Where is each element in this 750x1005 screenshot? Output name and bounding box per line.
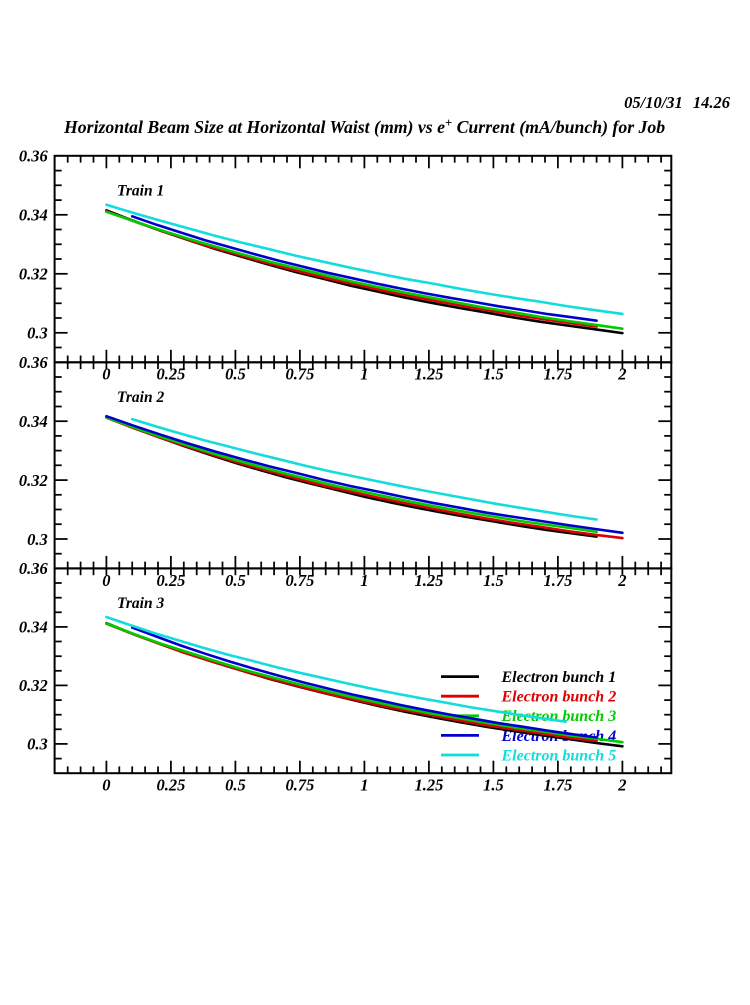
- svg-text:Train 1: Train 1: [117, 183, 164, 200]
- svg-text:2: 2: [617, 776, 626, 795]
- svg-text:1.25: 1.25: [414, 776, 443, 795]
- svg-text:1: 1: [360, 365, 368, 384]
- svg-text:0.75: 0.75: [285, 571, 314, 590]
- svg-text:0: 0: [102, 571, 110, 590]
- svg-text:0.32: 0.32: [19, 471, 48, 490]
- svg-text:Train 3: Train 3: [117, 595, 164, 612]
- svg-text:0.25: 0.25: [156, 571, 185, 590]
- svg-text:1: 1: [360, 776, 368, 795]
- svg-text:Electron bunch 5: Electron bunch 5: [501, 747, 617, 764]
- svg-text:0.36: 0.36: [19, 353, 49, 372]
- svg-text:0.32: 0.32: [19, 676, 48, 695]
- svg-text:0.25: 0.25: [156, 365, 185, 384]
- svg-text:0.25: 0.25: [156, 776, 185, 795]
- svg-text:0.34: 0.34: [19, 618, 48, 637]
- svg-text:Train 2: Train 2: [117, 389, 164, 406]
- svg-text:1.75: 1.75: [543, 365, 572, 384]
- svg-text:Electron bunch 1: Electron bunch 1: [501, 669, 617, 686]
- svg-text:2: 2: [617, 365, 626, 384]
- svg-text:Electron bunch 3: Electron bunch 3: [501, 708, 617, 725]
- svg-text:0.75: 0.75: [285, 365, 314, 384]
- svg-text:0.5: 0.5: [225, 365, 246, 384]
- svg-text:0.75: 0.75: [285, 776, 314, 795]
- svg-text:0.5: 0.5: [225, 776, 246, 795]
- svg-text:0.5: 0.5: [225, 571, 246, 590]
- svg-text:1.25: 1.25: [414, 571, 443, 590]
- svg-text:0: 0: [102, 776, 110, 795]
- svg-text:0: 0: [102, 365, 110, 384]
- svg-text:1.25: 1.25: [414, 365, 443, 384]
- svg-text:1.5: 1.5: [483, 365, 504, 384]
- svg-text:Horizontal Beam Size at Horizo: Horizontal Beam Size at Horizontal Waist…: [63, 116, 665, 137]
- svg-text:1: 1: [360, 571, 368, 590]
- svg-text:0.32: 0.32: [19, 265, 48, 284]
- svg-text:0.36: 0.36: [19, 559, 49, 578]
- svg-text:1.75: 1.75: [543, 776, 572, 795]
- svg-text:Electron bunch 2: Electron bunch 2: [501, 689, 617, 706]
- svg-text:0.3: 0.3: [27, 530, 48, 549]
- svg-text:0.34: 0.34: [19, 206, 48, 225]
- svg-text:1.5: 1.5: [483, 571, 504, 590]
- svg-text:1.75: 1.75: [543, 571, 572, 590]
- svg-text:1.5: 1.5: [483, 776, 504, 795]
- svg-text:0.3: 0.3: [27, 324, 48, 343]
- svg-text:0.3: 0.3: [27, 735, 48, 754]
- svg-text:0.36: 0.36: [19, 147, 49, 166]
- svg-text:0.34: 0.34: [19, 412, 48, 431]
- svg-text:2: 2: [617, 571, 626, 590]
